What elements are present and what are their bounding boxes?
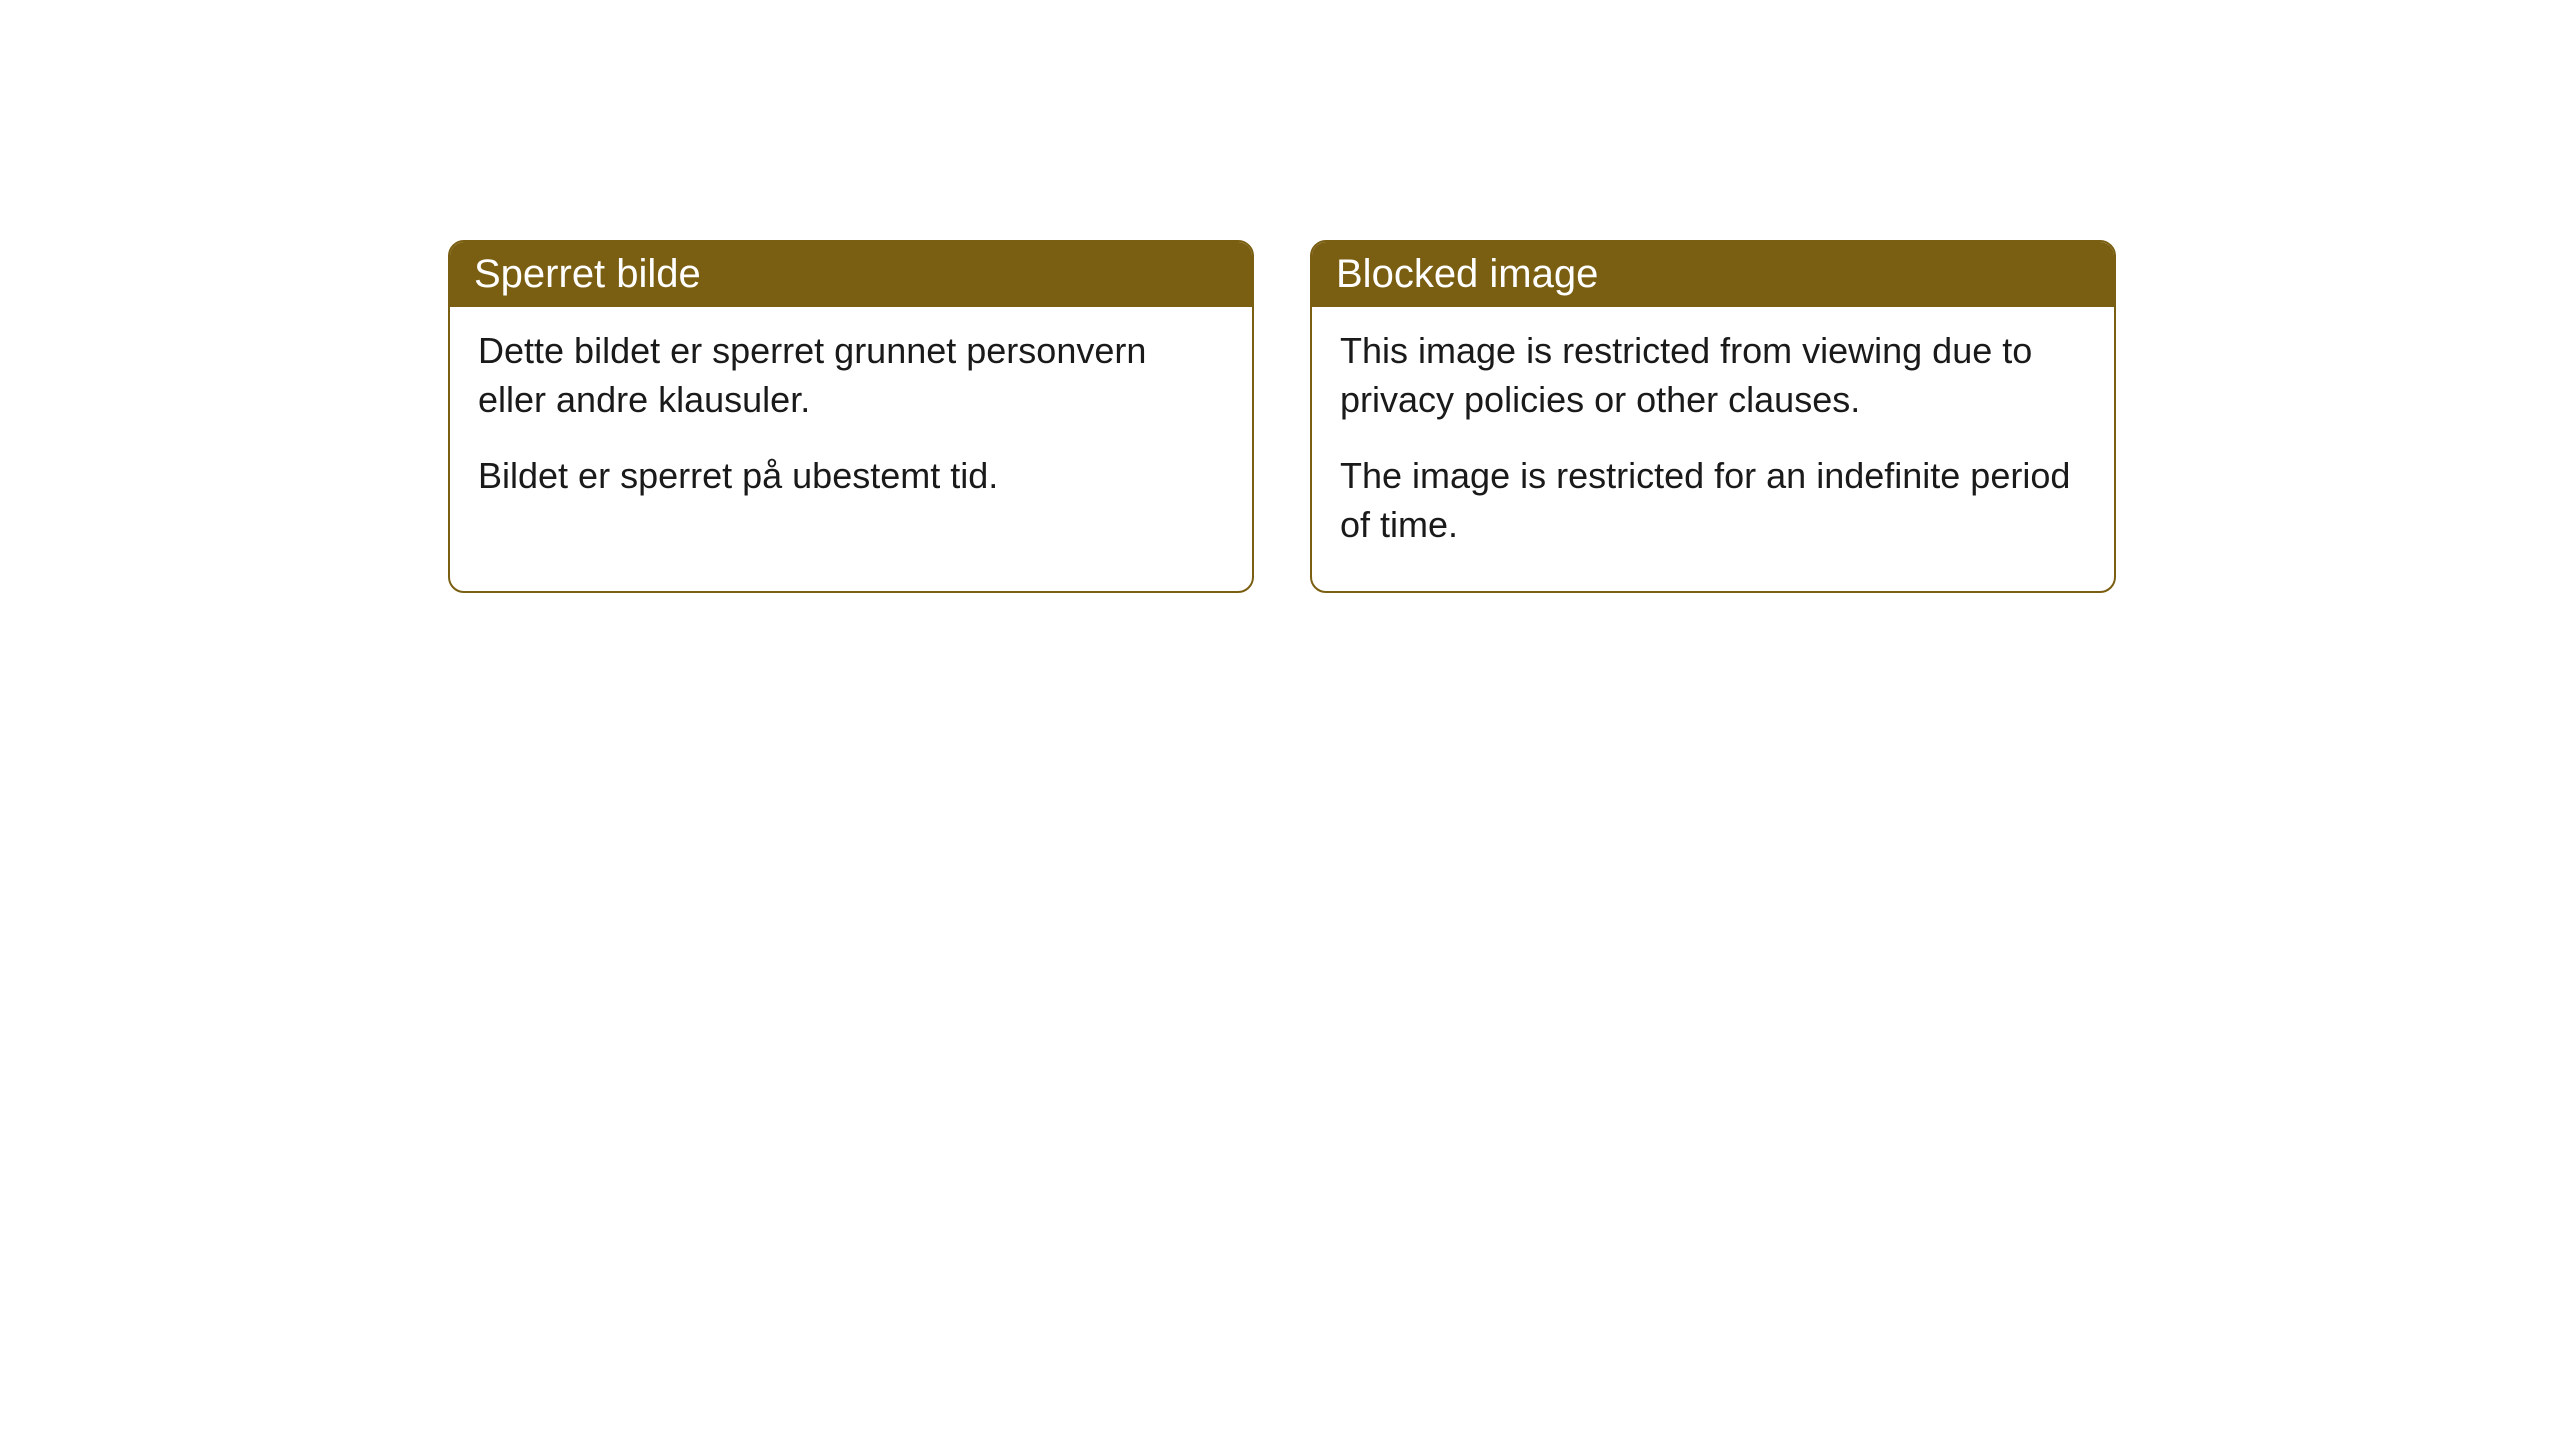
card-paragraph-1: Dette bildet er sperret grunnet personve…	[478, 327, 1224, 424]
card-paragraph-2: Bildet er sperret på ubestemt tid.	[478, 452, 1224, 501]
card-body: This image is restricted from viewing du…	[1312, 307, 2114, 591]
notice-card-norwegian: Sperret bilde Dette bildet er sperret gr…	[448, 240, 1254, 593]
card-body: Dette bildet er sperret grunnet personve…	[450, 307, 1252, 543]
card-paragraph-1: This image is restricted from viewing du…	[1340, 327, 2086, 424]
notice-cards-container: Sperret bilde Dette bildet er sperret gr…	[448, 240, 2116, 593]
card-paragraph-2: The image is restricted for an indefinit…	[1340, 452, 2086, 549]
card-header: Blocked image	[1312, 242, 2114, 307]
notice-card-english: Blocked image This image is restricted f…	[1310, 240, 2116, 593]
card-header: Sperret bilde	[450, 242, 1252, 307]
card-title: Sperret bilde	[474, 252, 701, 296]
card-title: Blocked image	[1336, 252, 1598, 296]
